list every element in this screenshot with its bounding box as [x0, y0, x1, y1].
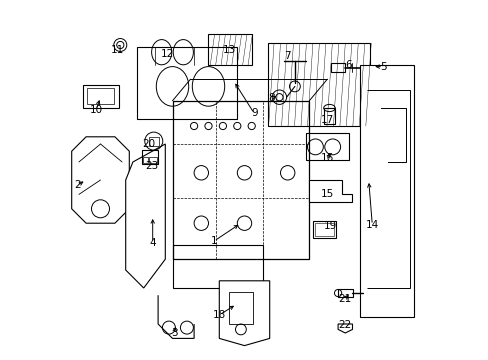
Polygon shape [309, 180, 352, 202]
Text: 1: 1 [210, 236, 217, 246]
Text: 13: 13 [223, 45, 236, 55]
Text: 6: 6 [344, 60, 351, 70]
Text: 21: 21 [337, 294, 350, 304]
Bar [229, 292, 252, 324]
Text: 23: 23 [145, 161, 158, 171]
Bar [323, 108, 335, 124]
Text: 7: 7 [283, 51, 290, 61]
Text: 11: 11 [111, 45, 124, 55]
Text: 16: 16 [320, 153, 333, 163]
Bar [142, 157, 148, 163]
Text: 8: 8 [267, 93, 274, 103]
Bar [312, 221, 336, 238]
Bar [314, 223, 334, 236]
Text: 15: 15 [320, 189, 333, 199]
Bar [82, 85, 118, 108]
Bar [142, 150, 158, 164]
Bar [208, 34, 251, 65]
Text: 3: 3 [171, 328, 177, 338]
Text: 17: 17 [320, 114, 333, 125]
Text: 2: 2 [74, 180, 80, 190]
Text: 18: 18 [212, 310, 225, 320]
Bar [330, 63, 345, 72]
Polygon shape [72, 137, 129, 223]
Polygon shape [125, 144, 165, 288]
Text: 10: 10 [89, 105, 102, 115]
Text: 12: 12 [160, 49, 173, 59]
Text: 19: 19 [324, 221, 337, 231]
Text: 20: 20 [142, 139, 155, 149]
Polygon shape [219, 281, 269, 346]
Bar [172, 101, 309, 259]
Bar [172, 245, 262, 288]
Bar [87, 88, 114, 104]
Text: 22: 22 [337, 320, 350, 330]
Text: 14: 14 [365, 220, 378, 230]
Bar [149, 137, 159, 146]
Text: 9: 9 [250, 108, 257, 118]
Bar [267, 43, 370, 126]
Bar [337, 289, 352, 297]
Bar [149, 157, 156, 163]
Polygon shape [359, 65, 413, 317]
Text: 5: 5 [379, 62, 386, 72]
Polygon shape [337, 324, 352, 333]
Text: 4: 4 [149, 238, 156, 248]
Bar [136, 47, 237, 119]
Bar [305, 133, 348, 160]
